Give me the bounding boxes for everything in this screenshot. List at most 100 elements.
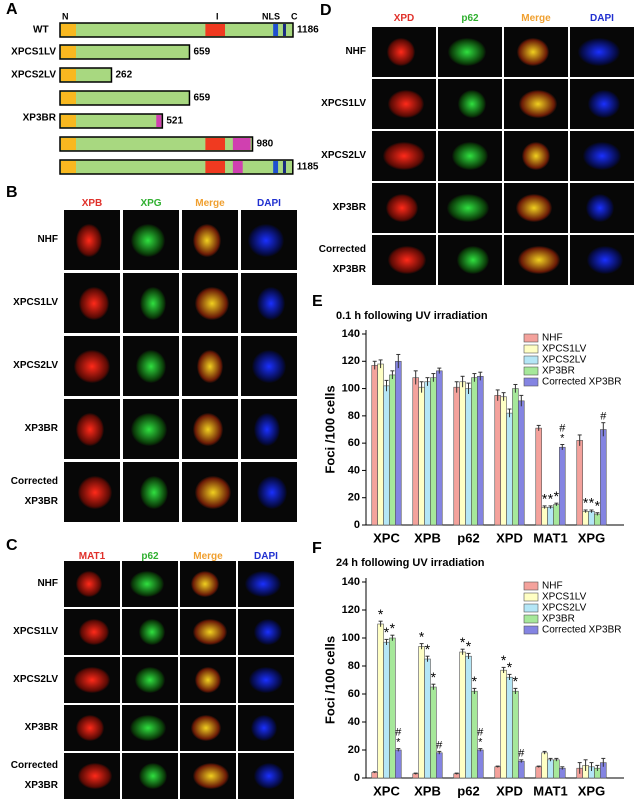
bar (471, 377, 478, 526)
nucleus (447, 38, 487, 66)
bar (576, 440, 583, 526)
micrograph (123, 273, 179, 333)
protein-bar (59, 136, 254, 152)
bar (559, 767, 566, 779)
nucleus (78, 763, 112, 789)
nucleus (582, 142, 622, 170)
i-domain (205, 24, 226, 36)
micrograph (504, 183, 568, 233)
column-header: DAPI (590, 13, 614, 24)
legend-swatch (523, 603, 539, 613)
nucleus (388, 90, 424, 118)
significance-marker: * (419, 628, 425, 644)
significance-marker: * (589, 495, 595, 511)
nucleus (252, 349, 286, 383)
nucleus (139, 763, 167, 789)
micrograph (241, 273, 297, 333)
length-label: 1186 (297, 25, 319, 36)
micrograph (238, 705, 294, 751)
legend-label: NHF (542, 333, 563, 344)
bar (506, 412, 513, 526)
row-label: XPCS2LV (321, 150, 366, 161)
y-tick-label: 80 (348, 410, 360, 422)
nucleus (447, 194, 489, 222)
row-label: WT (33, 25, 49, 36)
micrograph (570, 235, 634, 285)
bar (377, 363, 384, 526)
nucleus (78, 619, 110, 645)
significance-marker: * (384, 624, 390, 640)
micrograph (180, 609, 236, 655)
nucleus (193, 223, 221, 257)
legend-label: XPCS2LV (542, 603, 587, 614)
micrograph (182, 399, 238, 459)
nucleus (76, 715, 104, 741)
bar (500, 396, 507, 526)
x-tick-label: XPB (414, 783, 441, 798)
bar (600, 429, 607, 526)
nucleus (257, 286, 285, 320)
row-label: Corrected XP3BR (10, 760, 58, 791)
bar (582, 511, 589, 526)
n-domain (61, 138, 76, 150)
nucleus (518, 90, 558, 118)
bar (518, 400, 525, 526)
micrograph (182, 462, 238, 522)
legend-swatch (523, 581, 539, 591)
significance-marker: * (548, 491, 554, 507)
micrograph (122, 657, 178, 703)
bar (395, 360, 402, 526)
micrograph (64, 273, 120, 333)
length-label: 659 (193, 47, 210, 58)
panel-label: C (6, 537, 18, 554)
x-tick-label: MAT1 (533, 530, 567, 545)
micrograph (241, 462, 297, 522)
x-tick-label: MAT1 (533, 783, 567, 798)
y-tick-label: 140 (342, 328, 360, 340)
micrograph (122, 561, 178, 607)
significance-marker: # (600, 411, 607, 423)
bar (459, 651, 466, 779)
micrograph (64, 561, 120, 607)
bar (553, 759, 560, 779)
bar (535, 766, 542, 779)
n-domain (61, 69, 76, 81)
micrograph (504, 235, 568, 285)
y-tick-label: 60 (348, 688, 360, 700)
significance-marker: # (395, 727, 402, 739)
bar (424, 658, 431, 779)
micrograph (372, 131, 436, 181)
legend-swatch (523, 592, 539, 602)
column-header: Merge (193, 551, 223, 562)
i-domain (205, 161, 226, 173)
nucleus (76, 223, 102, 257)
micrograph (182, 210, 238, 270)
y-tick-label: 140 (342, 576, 360, 588)
micrograph (372, 27, 436, 77)
nucleus (587, 246, 623, 274)
micrograph (64, 210, 120, 270)
n-domain (61, 46, 76, 58)
legend-label: XPCS2LV (542, 355, 587, 366)
bar (506, 676, 513, 779)
frameshift (232, 138, 251, 150)
nucleus (135, 349, 167, 383)
nucleus (517, 38, 549, 66)
n-domain (61, 92, 76, 104)
row-label: XPCS1LV (13, 297, 58, 308)
micrograph (123, 210, 179, 270)
length-label: 1185 (297, 162, 319, 173)
micrograph (123, 336, 179, 396)
legend-label: XP3BR (542, 366, 575, 377)
nucleus (249, 667, 283, 693)
x-tick-label: XPD (496, 530, 523, 545)
nucleus (191, 571, 219, 597)
micrograph (372, 79, 436, 129)
nucleus (194, 475, 232, 509)
nucleus (195, 286, 229, 320)
row-label: XPCS2LV (13, 674, 58, 685)
micrograph (238, 609, 294, 655)
n-domain (61, 24, 76, 36)
nucleus (387, 246, 427, 274)
